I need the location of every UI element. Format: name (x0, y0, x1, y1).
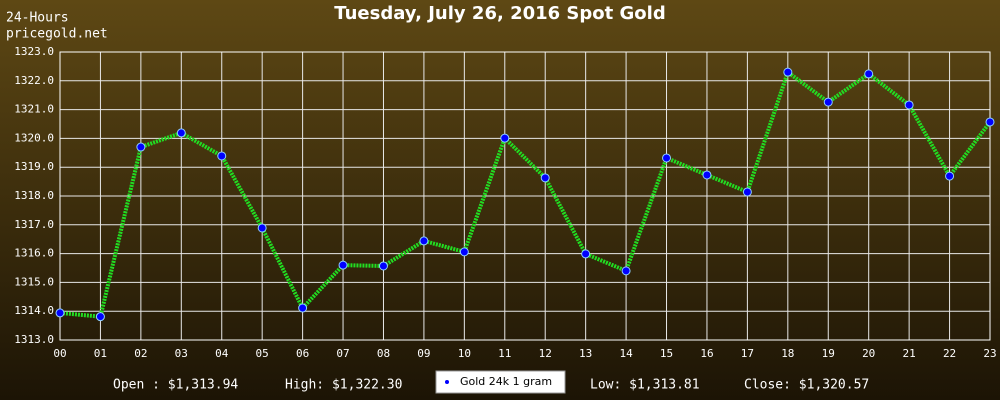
annotation: Low: $1,313.81 (590, 378, 700, 393)
y-tick-label: 1316.0 (14, 247, 54, 260)
x-tick-label: 22 (943, 347, 956, 360)
point (338, 260, 348, 270)
point (945, 171, 955, 181)
annotation: Open : $1,313.94 (113, 378, 238, 393)
y-tick-label: 1319.0 (14, 160, 54, 173)
x-tick-label: 04 (215, 347, 229, 360)
point (55, 308, 65, 318)
x-tick-label: 00 (53, 347, 66, 360)
annotation: High: $1,322.30 (285, 378, 402, 393)
x-tick-label: 02 (134, 347, 147, 360)
point (298, 303, 308, 313)
point (742, 187, 752, 197)
point (581, 249, 591, 259)
y-tick-label: 1321.0 (14, 103, 54, 116)
x-tick-label: 10 (458, 347, 471, 360)
x-tick-label: 17 (741, 347, 754, 360)
point (459, 247, 469, 257)
corner-label: pricegold.net (6, 27, 108, 42)
y-tick-label: 1315.0 (14, 275, 54, 288)
point (95, 312, 105, 322)
point (540, 173, 550, 183)
x-tick-label: 19 (822, 347, 835, 360)
series-line (59, 68, 992, 319)
x-tick-label: 14 (619, 347, 633, 360)
x-tick-label: 15 (660, 347, 673, 360)
plot-border (59, 51, 991, 341)
y-tick-label: 1317.0 (14, 218, 54, 231)
y-tick-label: 1314.0 (14, 304, 54, 317)
point (702, 170, 712, 180)
point (378, 261, 388, 271)
y-tick-label: 1322.0 (14, 74, 54, 87)
legend-box (435, 370, 566, 394)
point (864, 69, 874, 79)
x-tick-label: 21 (903, 347, 916, 360)
point (257, 223, 267, 233)
x-tick-label: 23 (983, 347, 996, 360)
point (904, 100, 914, 110)
y-tick-label: 1320.0 (14, 131, 54, 144)
y-tick-label: 1318.0 (14, 189, 54, 202)
x-tick-label: 05 (256, 347, 269, 360)
point (419, 236, 429, 246)
y-tick-label: 1323.0 (14, 45, 54, 58)
point (500, 133, 510, 143)
point (136, 142, 146, 152)
point (621, 266, 631, 276)
x-tick-label: 03 (175, 347, 188, 360)
x-tick-label: 16 (700, 347, 713, 360)
x-tick-label: 08 (377, 347, 390, 360)
point (823, 97, 833, 107)
x-tick-label: 12 (539, 347, 552, 360)
x-tick-label: 11 (498, 347, 511, 360)
legend-marker (445, 380, 449, 384)
point (217, 151, 227, 161)
chart-title: Tuesday, July 26, 2016 Spot Gold (334, 3, 665, 24)
point (985, 117, 995, 127)
x-tick-label: 09 (417, 347, 430, 360)
x-tick-label: 20 (862, 347, 875, 360)
x-tick-label: 13 (579, 347, 592, 360)
x-tick-label: 07 (336, 347, 349, 360)
corner-label: 24-Hours (6, 11, 69, 26)
x-tick-label: 06 (296, 347, 309, 360)
point (662, 153, 672, 163)
annotation: Close: $1,320.57 (744, 378, 869, 393)
point (783, 67, 793, 77)
x-tick-label: 18 (781, 347, 794, 360)
x-tick-label: 01 (94, 347, 107, 360)
point (176, 128, 186, 138)
y-tick-label: 1313.0 (14, 333, 54, 346)
legend-label: Gold 24k 1 gram (460, 375, 552, 388)
